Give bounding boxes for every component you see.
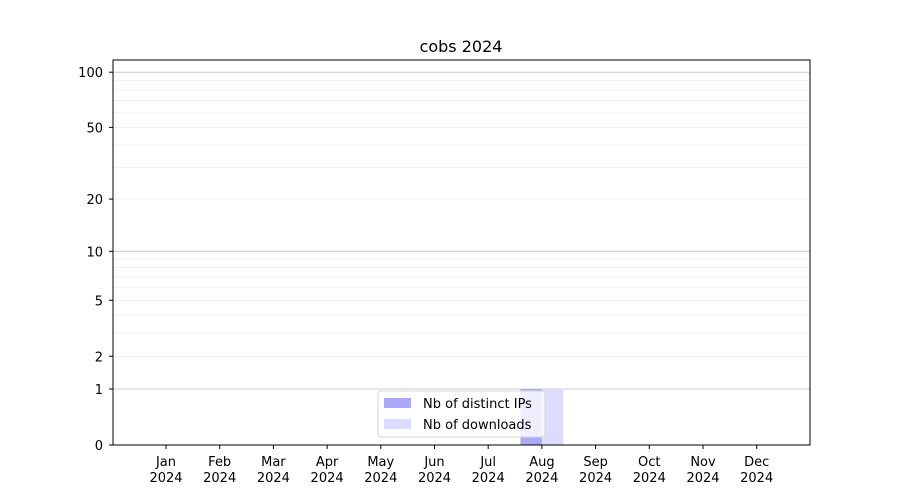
x-tick-label-month: Jan [155,455,176,470]
x-tick-label-month: Mar [261,455,286,470]
x-tick-label-year: 2024 [257,471,290,486]
plot-frame [112,59,811,446]
x-tick-label-month: Jul [479,455,496,470]
y-tick-label: 1 [95,383,103,398]
x-tick-label-year: 2024 [472,471,505,486]
y-tick-label: 2 [95,350,103,365]
y-tick-label: 0 [95,439,103,454]
x-tick-label-year: 2024 [525,471,558,486]
legend-box [377,390,546,438]
x-tick-label-month: Sep [583,455,608,470]
chart-title: cobs 2024 [420,37,503,56]
legend-label: Nb of downloads [423,418,532,433]
x-tick-label-month: Dec [744,455,769,470]
x-tick-label-year: 2024 [149,471,182,486]
x-tick-label-month: Aug [529,455,554,470]
legend-swatch [384,398,411,408]
x-tick-label-month: Oct [638,455,660,470]
x-tick-label-year: 2024 [740,471,773,486]
y-axis: 0 1 2 5 10 20 50 100 [78,66,113,454]
x-tick-label-month: Feb [208,455,231,470]
x-tick-label-year: 2024 [418,471,451,486]
y-tick-label: 5 [95,294,103,309]
x-axis: Jan2024Feb2024Mar2024Apr2024May2024Jun20… [149,445,773,486]
legend: Nb of distinct IPs Nb of downloads [377,390,546,438]
bar-downloads [541,389,564,445]
y-tick-label: 20 [86,193,103,208]
y-tick-label: 100 [78,66,103,81]
x-tick-label-month: May [367,455,394,470]
y-tick-label: 50 [86,121,103,136]
legend-swatch [384,419,411,429]
x-tick-label-month: Apr [316,455,339,470]
y-tick-label: 10 [86,245,103,260]
legend-label: Nb of distinct IPs [423,397,532,412]
x-tick-label-year: 2024 [203,471,236,486]
x-tick-label-month: Jun [423,455,444,470]
x-tick-label-year: 2024 [686,471,719,486]
x-tick-label-year: 2024 [579,471,612,486]
x-tick-label-year: 2024 [311,471,344,486]
x-tick-label-year: 2024 [633,471,666,486]
gridlines [113,71,810,390]
x-tick-label-month: Nov [690,455,716,470]
x-tick-label-year: 2024 [364,471,397,486]
